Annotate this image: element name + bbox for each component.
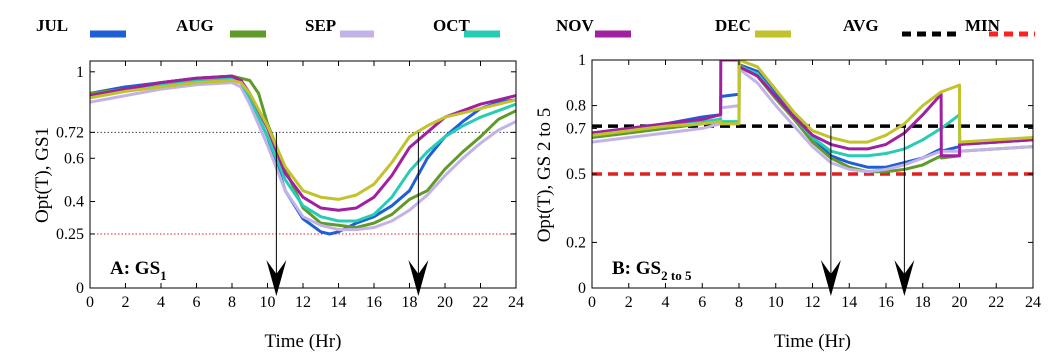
x-tick-label: 10 (768, 294, 784, 311)
arrow-head (894, 260, 915, 296)
series-line-aug (592, 63, 1033, 174)
panel-a: 0 2 4 6 8 10 12 14 16 18 20 22 2400.250.40.60.721Tim… (32, 60, 524, 352)
y-tick-label: 0.4 (64, 194, 84, 211)
y-tick-label: 0.2 (566, 234, 586, 251)
series-line-oct (90, 76, 516, 223)
x-tick-label: 20 (437, 294, 453, 311)
x-tick-label: 22 (473, 294, 489, 311)
legend-label-nov: NOV (556, 16, 595, 35)
x-tick-label: 16 (366, 294, 382, 311)
y-tick-label: 0.6 (64, 150, 84, 167)
y-tick-label: 0 (76, 280, 84, 297)
arrow-head (820, 260, 841, 296)
x-tick-label: 6 (193, 294, 201, 311)
panel-label-subscript: 2 to 5 (661, 268, 692, 283)
y-tick-label: 1 (76, 64, 84, 81)
arrow-head (408, 260, 429, 296)
x-tick-label: 12 (805, 294, 821, 311)
y-tick-label: 0.25 (56, 226, 84, 243)
x-tick-label: 22 (988, 294, 1004, 311)
panel-label-main: B: GS (612, 258, 661, 279)
y-tick-label: 0.7 (566, 120, 586, 137)
series-group (90, 74, 516, 236)
x-tick-label: 6 (698, 294, 706, 311)
y-axis-label: Opt(T), GS 2 to 5 (534, 108, 555, 243)
series-line-sep (90, 81, 516, 232)
panel-b: 0 2 4 6 8 10 12 14 16 18 20 22 2400.20.50.70.81Time … (534, 52, 1041, 352)
y-tick-label: 0.5 (566, 166, 586, 183)
legend-label-aug: AUG (176, 16, 214, 35)
legend-label-avg: AVG (843, 16, 879, 35)
y-tick-label: 0.72 (56, 124, 84, 141)
x-tick-label: 14 (331, 294, 347, 311)
y-tick-label: 1 (578, 52, 586, 69)
x-tick-label: 0 (588, 294, 596, 311)
series-line-nov (592, 60, 1033, 158)
x-tick-label: 4 (662, 294, 670, 311)
panel-label: B: GS2 to 5 (612, 258, 692, 283)
series-line-jul (90, 74, 516, 236)
series-line-dec (592, 60, 1033, 144)
legend-label-dec: DEC (715, 16, 751, 35)
panel-label: A: GS1 (110, 258, 167, 283)
series-line-oct (592, 65, 1033, 158)
x-tick-label: 24 (508, 294, 524, 311)
y-axis-label: Opt(T), GS1 (32, 127, 53, 223)
legend-label-jul: JUL (36, 16, 68, 35)
y-tick-label: 0.8 (566, 98, 586, 115)
arrow-head (266, 260, 287, 296)
x-tick-label: 8 (735, 294, 743, 311)
x-tick-label: 20 (952, 294, 968, 311)
legend: JUL AUG SEP OCT NOV DEC AVG MIN (36, 16, 1035, 38)
legend-label-sep: SEP (305, 16, 336, 35)
x-tick-label: 18 (915, 294, 931, 311)
x-tick-label: 12 (295, 294, 311, 311)
x-tick-label: 10 (260, 294, 276, 311)
series-line-dec (90, 79, 516, 201)
x-tick-label: 14 (841, 294, 857, 311)
legend-label-min: MIN (965, 16, 1001, 35)
x-tick-label: 2 (625, 294, 633, 311)
x-tick-label: 24 (1025, 294, 1041, 311)
series-line-sep (592, 67, 1033, 174)
x-axis-label: Time (Hr) (265, 331, 342, 352)
legend-label-oct: OCT (433, 16, 471, 35)
x-tick-label: 18 (402, 294, 418, 311)
x-tick-label: 2 (122, 294, 130, 311)
y-tick-label: 0 (578, 280, 586, 297)
panel-label-subscript: 1 (160, 268, 167, 283)
x-tick-label: 4 (157, 294, 165, 311)
series-group (592, 60, 1033, 174)
plot-frame (89, 60, 517, 289)
x-tick-label: 16 (878, 294, 894, 311)
x-axis-label: Time (Hr) (774, 331, 851, 352)
x-tick-label: 8 (228, 294, 236, 311)
x-tick-label: 0 (86, 294, 94, 311)
panel-label-main: A: GS (110, 258, 160, 279)
